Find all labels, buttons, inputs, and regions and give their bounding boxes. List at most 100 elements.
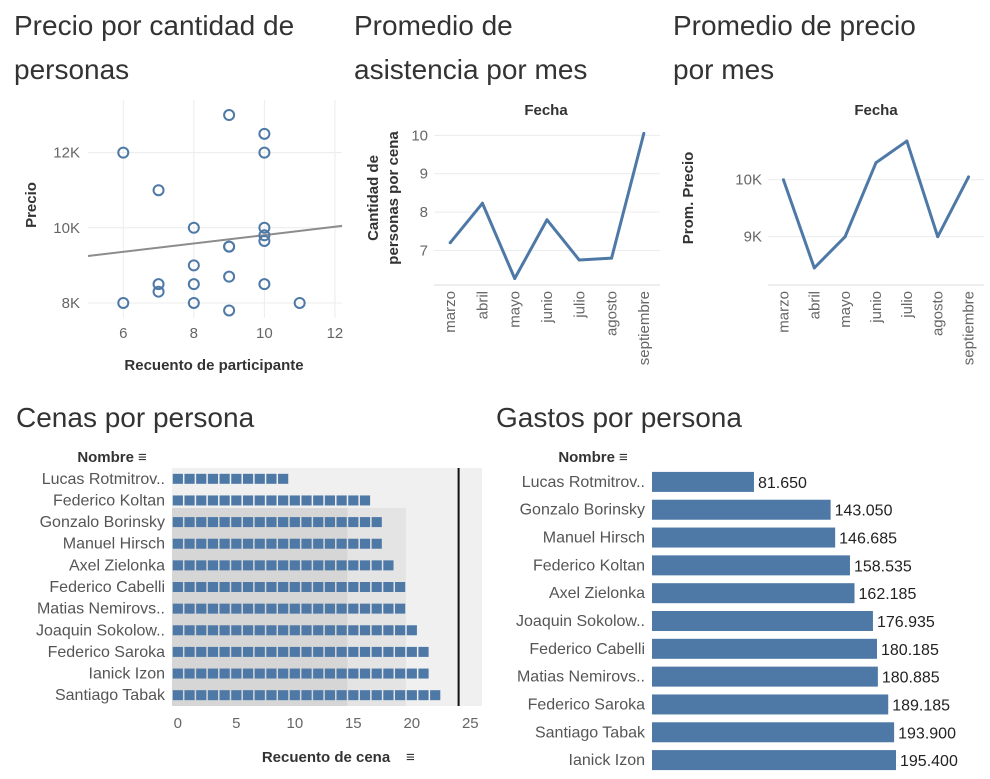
scatter-y-tick-label: 10K (53, 220, 80, 237)
dinners-bar-unit (184, 646, 195, 657)
dinners-bar-unit (219, 646, 230, 657)
dinners-bar-unit (184, 603, 195, 614)
dinners-bar-unit (219, 495, 230, 506)
dinners-bar-unit (371, 582, 382, 592)
dinners-bar-unit (289, 582, 300, 592)
dinners-bar-unit (289, 538, 300, 549)
scatter-point (152, 184, 165, 197)
dinners-bar-unit (242, 538, 254, 549)
dinners-bar-unit (395, 690, 406, 701)
dinners-bar-unit (313, 646, 324, 657)
spend-sort-icon[interactable]: ≡ (619, 449, 628, 466)
spend-value-label: 193.900 (898, 725, 956, 742)
scatter-x-tick-label: 8 (190, 325, 198, 342)
attendance-y-tick-label: 8 (420, 204, 428, 221)
dinners-bar-unit (231, 603, 242, 614)
dinners-bar-unit (336, 625, 347, 636)
price-point (843, 235, 847, 239)
dinners-bar-unit (324, 668, 336, 679)
attendance-x-tick-label: mayo (507, 291, 524, 328)
dinners-bar-unit (313, 538, 324, 549)
dinners-x-tick-label: 0 (174, 715, 182, 732)
dinners-x-sort-icon[interactable]: ≡ (406, 749, 415, 766)
price-point (936, 235, 940, 239)
spend-value-label: 189.185 (892, 697, 950, 714)
dinners-bar-unit (242, 473, 254, 484)
spend-bar (652, 722, 895, 743)
dinners-bar-unit (254, 473, 265, 484)
dinners-bar-unit (242, 690, 254, 701)
dinners-bar-unit (383, 582, 394, 592)
dinners-bar-unit (207, 582, 219, 592)
dinners-x-tick-label: 25 (462, 715, 479, 732)
attendance-title-line1: Promedio de (354, 10, 513, 41)
dinners-bar-unit (172, 668, 183, 679)
attendance-x-tick-label: julio (571, 291, 588, 319)
spend-value-label: 81.650 (758, 475, 807, 492)
dinners-sort-icon[interactable]: ≡ (138, 449, 147, 466)
dinners-bar-unit (207, 646, 219, 657)
spend-bar (652, 638, 878, 659)
dinners-bar-unit (196, 495, 207, 506)
price-x-tick-label: junio (868, 291, 885, 324)
dinners-bar-unit (266, 646, 277, 657)
dinners-bar-unit (313, 582, 324, 592)
dinners-bar-unit (336, 668, 347, 679)
dinners-bar-unit (172, 690, 183, 701)
dinners-bar-unit (301, 582, 312, 592)
spend-name-label: Joaquin Sokolow.. (516, 613, 645, 630)
dinners-bar-unit (231, 473, 242, 484)
dinners-bar-unit (278, 690, 289, 701)
dinners-bar-unit (313, 668, 324, 679)
dinners-x-tick-label: 15 (345, 715, 362, 732)
dinners-bar-unit (359, 625, 371, 636)
scatter-point (187, 278, 200, 291)
dinners-bar-unit (348, 517, 359, 528)
dinners-bar-unit (219, 517, 230, 528)
dinners-bar-unit (336, 603, 347, 614)
spend-name-header[interactable]: Nombre (558, 449, 615, 466)
dinners-bar-unit (231, 517, 242, 528)
dinners-name-header[interactable]: Nombre (77, 449, 134, 466)
spend-bar (652, 750, 896, 771)
dinners-bar-unit (278, 517, 289, 528)
scatter-x-tick-label: 10 (256, 325, 273, 342)
attendance-point (513, 276, 517, 280)
dinners-bar-unit (301, 668, 312, 679)
dinners-bar-unit (196, 582, 207, 592)
dinners-bar-unit (231, 668, 242, 679)
dinners-bar-unit (324, 495, 336, 506)
dinners-bar-unit (207, 473, 219, 484)
dinners-bar-unit (266, 582, 277, 592)
dinners-bar-unit (172, 560, 183, 571)
attendance-x-tick-label: septiembre (636, 291, 653, 365)
dinners-bar-unit (336, 560, 347, 571)
dinners-bar-unit (184, 473, 195, 484)
attendance-header: Fecha (524, 102, 568, 119)
price-point (812, 266, 816, 270)
attendance-x-tick-label: abril (474, 291, 491, 319)
dinners-bar-unit (219, 560, 230, 571)
dinners-bar-unit (196, 538, 207, 549)
dinners-bar-unit (324, 582, 336, 592)
price-series-line (782, 139, 970, 270)
dinners-bar-unit (418, 690, 429, 701)
dinners-bar-unit (301, 646, 312, 657)
dinners-bar-unit (406, 625, 417, 636)
dinners-bar-unit (313, 603, 324, 614)
price-point (781, 178, 785, 182)
dinners-bar-unit (278, 582, 289, 592)
dinners-bar-unit (219, 538, 230, 549)
scatter-point (117, 296, 130, 309)
dinners-bar-unit (278, 625, 289, 636)
dinners-bar-unit (371, 603, 382, 614)
dinners-bar-unit (289, 690, 300, 701)
attendance-series-line (448, 133, 646, 280)
dinners-bar-unit (172, 582, 183, 592)
scatter-point (258, 127, 271, 140)
price-x-tick-label: mayo (837, 291, 854, 328)
attendance-x-tick-label: agosto (604, 291, 621, 336)
dinners-bar-unit (359, 495, 371, 506)
dinners-bar-unit (219, 625, 230, 636)
